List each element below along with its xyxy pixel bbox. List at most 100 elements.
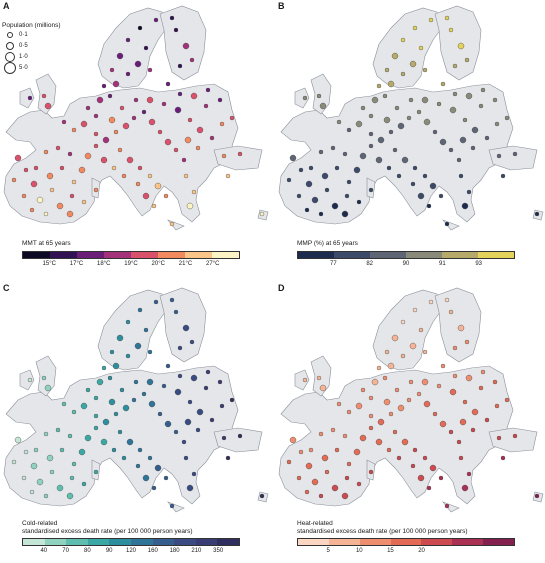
- city-marker: [409, 60, 417, 68]
- city-marker: [432, 129, 438, 135]
- city-marker: [78, 166, 86, 174]
- city-marker: [137, 25, 143, 31]
- city-marker: [59, 447, 65, 453]
- city-marker: [93, 131, 99, 137]
- city-marker: [359, 434, 367, 442]
- city-marker: [355, 402, 363, 410]
- map-cold-deaths: [3, 287, 269, 513]
- panel-heat-deaths: D Heat-related standardised excess death…: [275, 282, 545, 563]
- city-marker: [386, 165, 392, 171]
- city-marker: [346, 179, 352, 185]
- city-marker: [368, 113, 374, 119]
- city-marker: [371, 96, 379, 104]
- legend-title: Cold-related standardised excess death r…: [22, 520, 193, 535]
- land-shape: [488, 427, 538, 453]
- city-marker: [452, 345, 458, 351]
- color-scale-tick-label: 70: [62, 548, 69, 554]
- city-marker: [187, 117, 193, 123]
- color-scale-tick-label: 180: [169, 548, 180, 554]
- city-marker: [448, 309, 454, 315]
- city-marker: [143, 45, 149, 51]
- city-marker: [334, 447, 340, 453]
- city-marker: [173, 429, 179, 435]
- city-marker: [316, 375, 322, 381]
- city-marker: [360, 105, 366, 111]
- city-marker: [237, 151, 243, 157]
- city-marker: [41, 93, 47, 99]
- city-marker: [480, 369, 486, 375]
- city-marker: [387, 362, 395, 370]
- city-marker: [84, 152, 92, 160]
- city-marker: [448, 147, 454, 153]
- city-marker: [456, 157, 462, 163]
- city-marker: [169, 221, 175, 227]
- land-shape: [294, 87, 310, 109]
- color-scale-tick-label: 210: [191, 548, 202, 554]
- city-marker: [452, 91, 458, 97]
- city-marker: [33, 165, 39, 171]
- city-marker: [191, 189, 197, 195]
- city-marker: [384, 67, 390, 73]
- color-scale-swatch: [131, 252, 158, 258]
- city-marker: [41, 375, 47, 381]
- panel-letter: A: [3, 1, 10, 11]
- color-scale-swatch: [483, 539, 515, 545]
- city-marker: [164, 420, 172, 428]
- land-shape: [35, 355, 57, 397]
- city-marker: [173, 147, 179, 153]
- city-marker: [383, 398, 391, 406]
- city-marker: [71, 409, 77, 415]
- city-marker: [30, 180, 38, 188]
- city-marker: [428, 17, 434, 23]
- city-marker: [302, 377, 308, 383]
- city-marker: [126, 156, 134, 164]
- city-marker: [330, 427, 336, 433]
- city-marker: [61, 401, 67, 407]
- city-marker: [203, 385, 209, 391]
- city-marker: [496, 435, 502, 441]
- city-marker: [71, 127, 77, 133]
- city-marker: [391, 52, 399, 60]
- city-marker: [151, 485, 157, 491]
- city-marker: [29, 207, 35, 213]
- city-marker: [368, 143, 374, 149]
- city-marker: [184, 136, 192, 144]
- city-marker: [439, 138, 447, 146]
- city-marker: [93, 143, 99, 149]
- city-marker: [368, 413, 374, 419]
- city-marker: [181, 439, 187, 445]
- city-marker: [119, 387, 125, 393]
- city-marker: [418, 45, 424, 51]
- city-marker: [169, 15, 175, 21]
- map-heat-deaths: [278, 287, 544, 513]
- city-marker: [384, 349, 390, 355]
- city-marker: [113, 129, 119, 135]
- city-marker: [440, 363, 446, 369]
- city-marker: [154, 182, 162, 190]
- color-scale-ticks: 77 82 90 91 93: [297, 261, 515, 271]
- city-marker: [388, 129, 394, 135]
- panel-mmt: A Population (millions) 0·1 0·5 1·0 5·0 …: [0, 0, 270, 281]
- city-marker: [96, 96, 104, 104]
- city-marker: [423, 400, 431, 408]
- city-marker: [67, 151, 73, 157]
- city-marker: [11, 177, 17, 183]
- city-marker: [131, 115, 137, 121]
- land-shape: [19, 87, 35, 109]
- city-marker: [422, 173, 428, 179]
- color-scale-swatch: [298, 539, 329, 545]
- city-marker: [81, 199, 87, 205]
- color-scale-swatch: [421, 539, 453, 545]
- city-marker: [392, 147, 398, 153]
- panel-cold-deaths: C Cold-related standardised excess death…: [0, 282, 270, 563]
- city-marker: [360, 387, 366, 393]
- city-marker: [436, 101, 442, 107]
- city-marker: [96, 378, 104, 386]
- city-marker: [397, 122, 405, 130]
- city-marker: [101, 365, 107, 371]
- color-scale-swatch: [359, 539, 391, 545]
- city-marker: [109, 349, 115, 355]
- color-scale-bar: [297, 538, 515, 546]
- city-marker: [416, 109, 422, 115]
- city-marker: [93, 425, 99, 431]
